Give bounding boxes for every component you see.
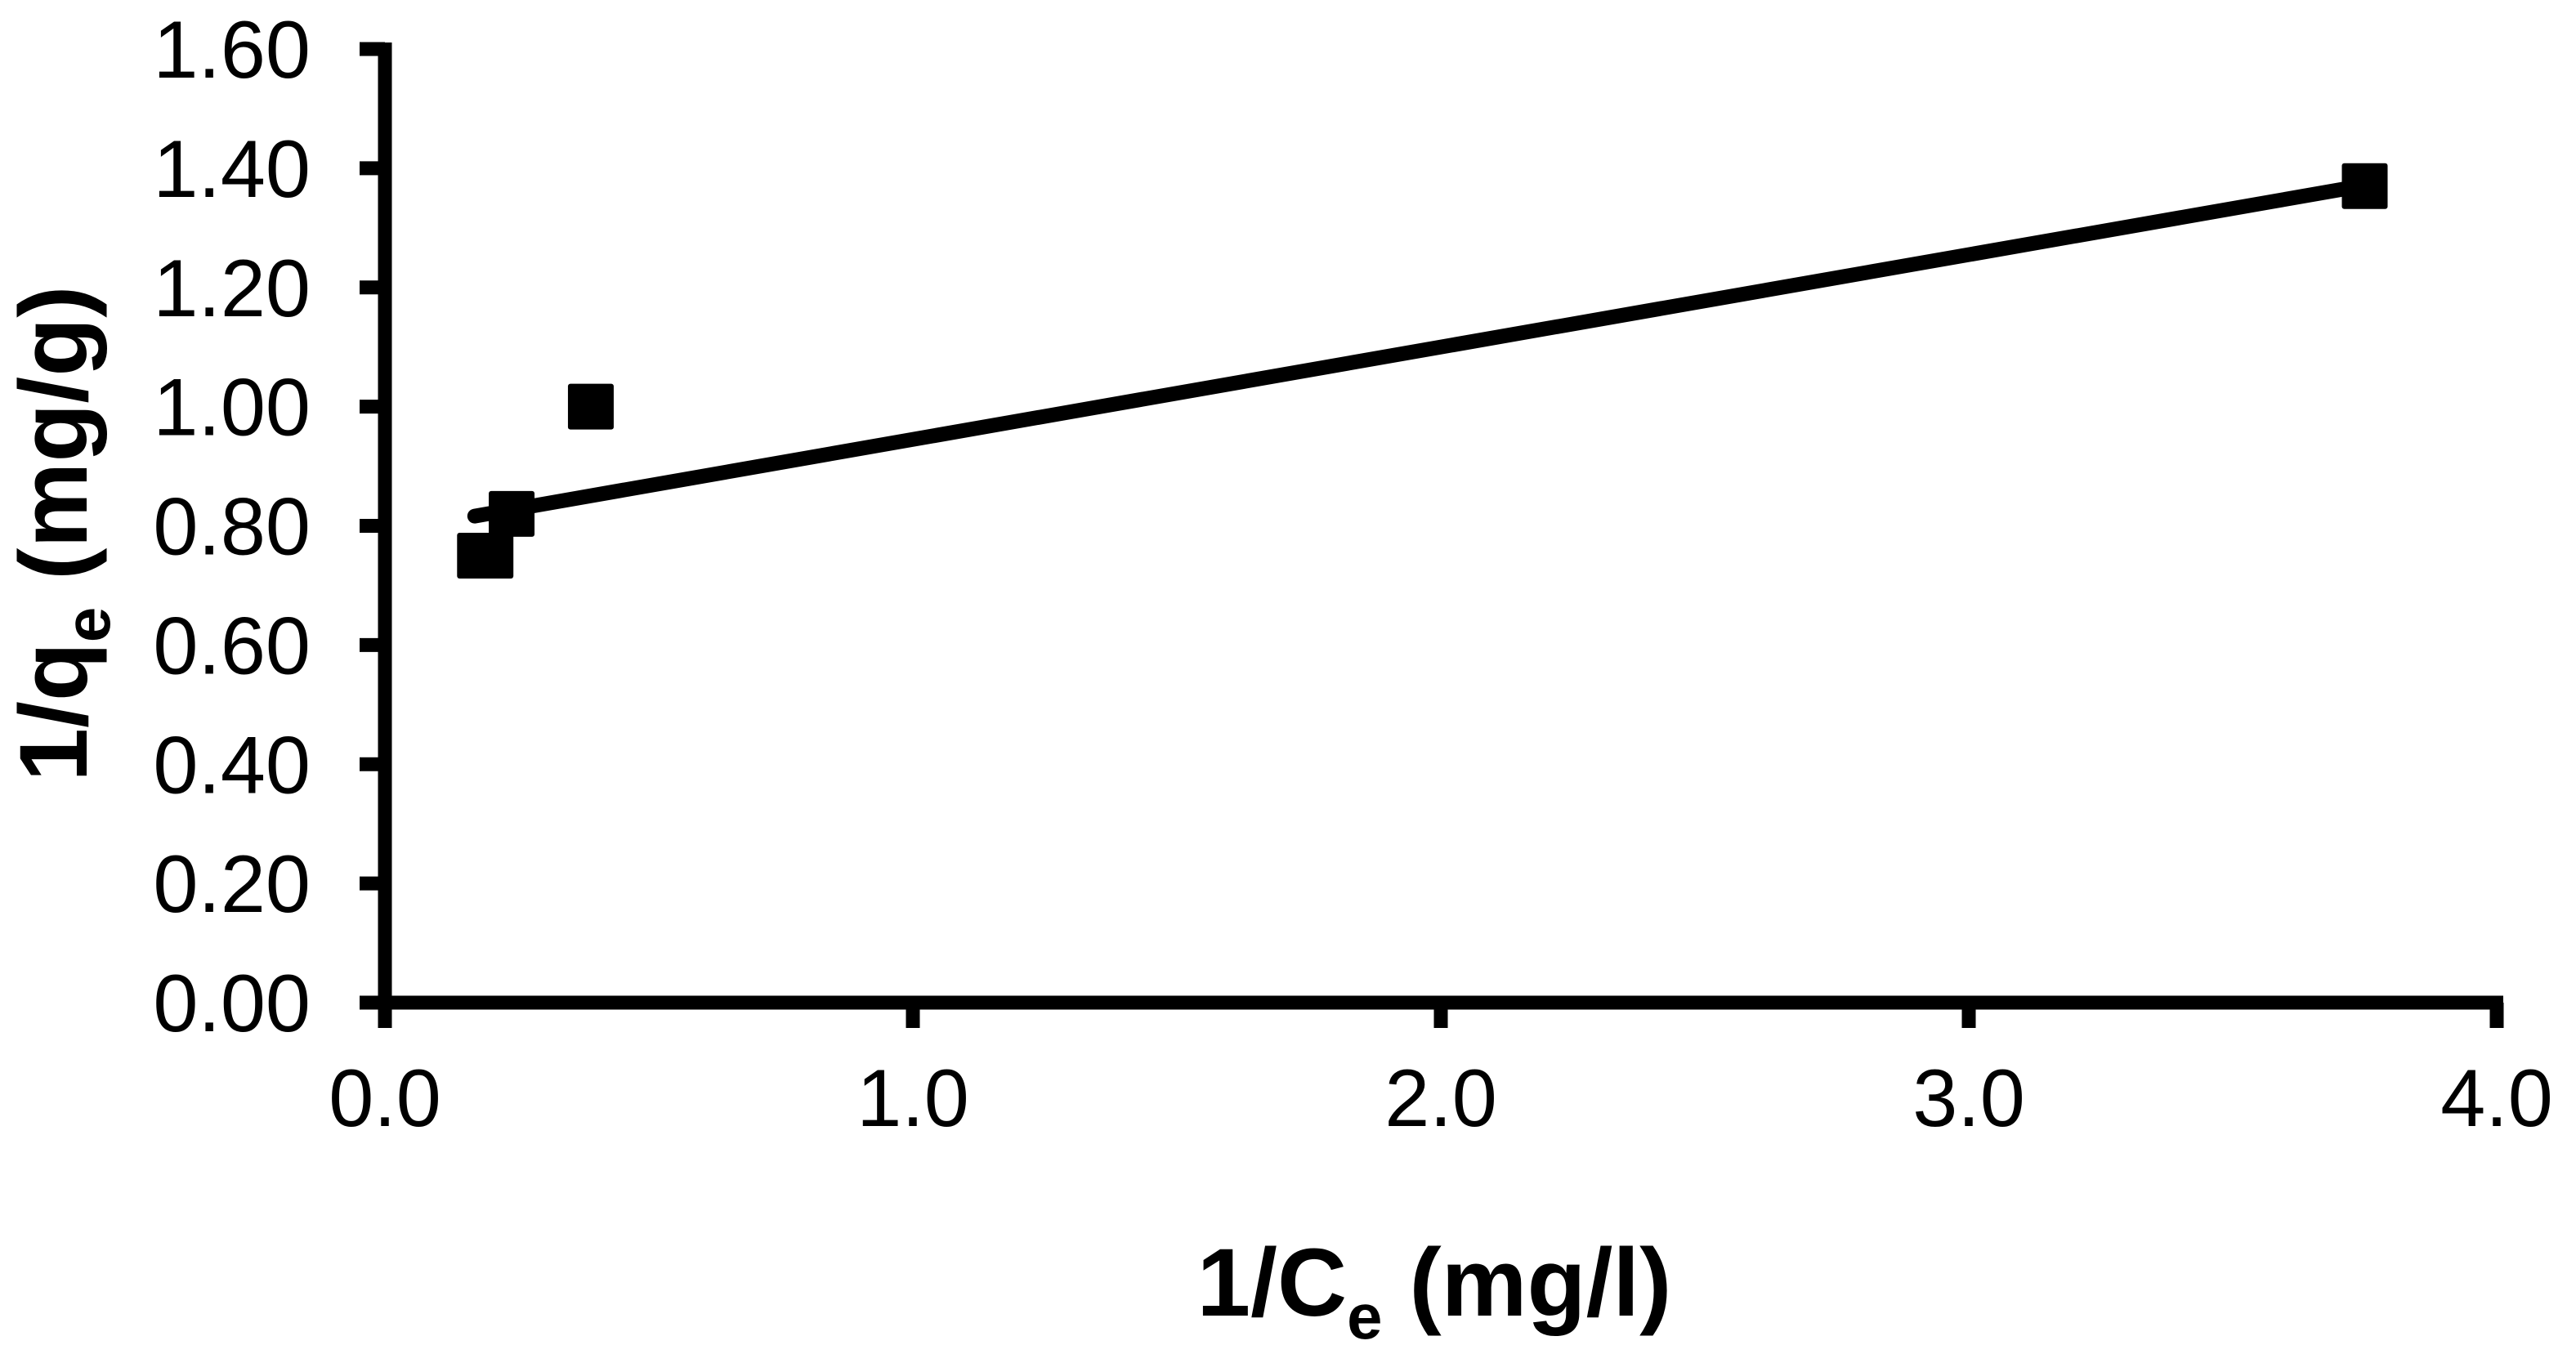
y-tick-label: 0.20 <box>153 838 311 929</box>
y-tick-label: 1.60 <box>153 4 311 95</box>
y-tick-label: 1.00 <box>153 362 311 453</box>
trendline-path <box>467 177 2373 524</box>
x-tick-label: 4.0 <box>2440 1052 2553 1143</box>
data-points <box>457 163 2388 579</box>
data-point-marker <box>2341 163 2388 209</box>
trendline <box>467 177 2373 524</box>
y-tick-label: 0.40 <box>153 719 311 810</box>
y-tick-label: 0.60 <box>153 600 311 690</box>
y-tick-label: 0.80 <box>153 481 311 572</box>
x-tick-label: 0.0 <box>329 1052 441 1143</box>
y-axis-ticks: 0.00 0.20 0.40 0.60 0.80 1.00 1.20 1.40 1.60 <box>153 4 385 1048</box>
x-tick-label: 3.0 <box>1912 1052 2025 1143</box>
data-point-marker <box>567 383 614 430</box>
x-tick-label: 1.0 <box>856 1052 969 1143</box>
y-axis-title-main: 1/q <box>0 642 108 782</box>
y-tick-label: 1.20 <box>153 243 311 333</box>
data-point-marker <box>489 490 535 537</box>
y-tick-label: 1.40 <box>153 123 311 214</box>
y-tick-label: 0.00 <box>153 958 311 1048</box>
y-axis-title: 1/qe (mg/g) <box>0 285 123 781</box>
x-axis-title-units: (mg/l) <box>1383 1229 1672 1337</box>
x-axis-title-subscript: e <box>1347 1280 1382 1352</box>
x-axis-ticks: 0.0 1.0 2.0 3.0 4.0 <box>329 1003 2553 1143</box>
y-axis-title-subscript: e <box>51 607 123 642</box>
y-axis-title-units: (mg/g) <box>0 285 108 606</box>
x-axis-title: 1/Ce (mg/l) <box>1197 1229 1672 1352</box>
x-axis-title-main: 1/C <box>1197 1229 1348 1337</box>
data-point-marker <box>467 532 514 579</box>
x-tick-label: 2.0 <box>1384 1052 1497 1143</box>
